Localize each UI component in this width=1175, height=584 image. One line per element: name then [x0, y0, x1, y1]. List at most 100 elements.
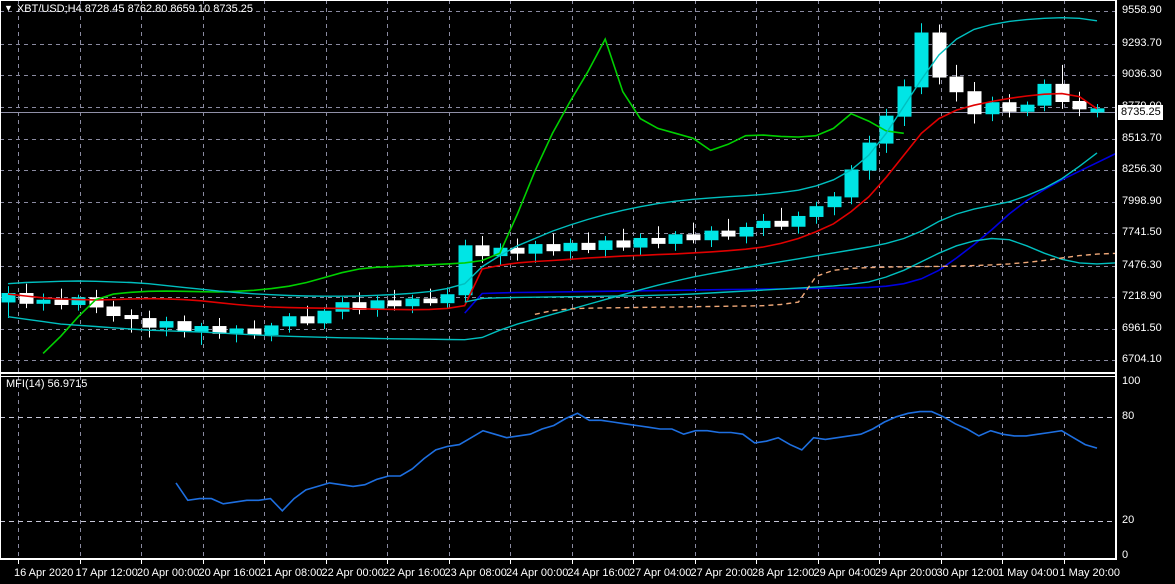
price-chart-svg [0, 0, 1115, 373]
time-axis-tick-mark [879, 560, 880, 564]
mfi-line [175, 410, 1098, 512]
candle-body [528, 244, 543, 254]
candlestick [914, 23, 929, 95]
time-axis-tick-mark [387, 560, 388, 564]
bollinger-upper-band [7, 16, 1098, 297]
candle-body [54, 299, 69, 306]
candle-body [704, 230, 719, 241]
candle-body [739, 226, 754, 237]
time-axis: 16 Apr 2020 17 Apr 12:00 20 Apr 00:00 20 Ap… [0, 560, 1175, 584]
candlestick [370, 295, 385, 317]
moving-average-fast [7, 92, 1098, 311]
time-axis-tick-label: 22 Apr 00:00 [321, 567, 384, 579]
candle-body [651, 237, 666, 244]
candlestick [546, 233, 561, 256]
candlestick [458, 239, 473, 303]
candle-body [229, 328, 244, 334]
candle-body [335, 302, 350, 312]
candlestick [1090, 103, 1105, 118]
candle-body [405, 298, 420, 307]
candle-body [949, 76, 964, 93]
time-axis-tick-mark [940, 560, 942, 564]
candle-body [71, 297, 86, 306]
time-axis-tick-label: 1 May 04:00 [998, 567, 1059, 579]
candlestick [1055, 64, 1070, 109]
price-axis-tick: 7476.30 [1122, 258, 1162, 271]
candle-body [967, 91, 982, 115]
projection-line [534, 252, 1115, 315]
candlestick [212, 317, 227, 339]
candle-body [264, 325, 279, 335]
price-axis-tick: 8256.30 [1122, 163, 1162, 176]
candle-body [282, 316, 297, 327]
candlestick [809, 201, 824, 224]
time-axis-tick-label: 20 Apr 00:00 [137, 567, 200, 579]
time-axis-tick-label: 20 Apr 16:00 [198, 567, 261, 579]
candlestick [721, 218, 736, 240]
mfi-header[interactable]: MFI(14) 56.9715 [6, 378, 87, 390]
mfi-pane-top-border [0, 376, 1115, 377]
candlestick [440, 287, 455, 309]
candle-body [1002, 102, 1017, 112]
candlestick [616, 228, 631, 251]
price-axis-tick: 7741.50 [1122, 226, 1162, 239]
candlestick [528, 240, 543, 263]
time-axis-tick-label: 27 Apr 04:00 [629, 567, 692, 579]
candle-body [616, 240, 631, 248]
candle-body [370, 300, 385, 310]
candlestick [668, 231, 683, 251]
time-axis-tick-label: 1 May 20:00 [1059, 567, 1121, 579]
candle-body [300, 316, 315, 324]
time-axis-tick-mark [817, 560, 819, 564]
price-axis-tick: 6961.50 [1122, 321, 1162, 334]
candlestick [282, 313, 297, 333]
candle-body [633, 237, 648, 248]
candlestick [177, 315, 192, 338]
candlestick [89, 289, 104, 314]
candle-body [194, 326, 209, 332]
time-axis-tick-label: 27 Apr 20:00 [690, 567, 753, 579]
candlestick [949, 64, 964, 102]
candlestick [791, 211, 806, 234]
candlestick [1072, 91, 1087, 117]
time-axis-tick-label: 22 Apr 16:00 [383, 567, 446, 579]
candle-body [89, 297, 104, 308]
candlestick [510, 238, 525, 261]
time-axis-tick-label: 17 Apr 12:00 [75, 567, 138, 579]
mfi-indicator-pane[interactable] [0, 376, 1175, 560]
price-axis-tick: 9558.90 [1122, 4, 1162, 17]
bollinger-mid-band [464, 237, 1115, 303]
mfi-chart-svg [0, 376, 1115, 560]
candle-body [510, 247, 525, 254]
candlestick [686, 222, 701, 244]
candle-body [458, 245, 473, 296]
pane-top-border [0, 0, 1115, 1]
candlestick [704, 226, 719, 248]
symbol-header[interactable]: ▼ XBT/USD;H4 8728.45 8762.80 8659.10 8735… [4, 2, 253, 16]
price-chart-pane[interactable] [0, 0, 1175, 373]
price-axis-border [1115, 0, 1117, 560]
candle-body [142, 318, 157, 328]
time-axis-tick-label: 29 Apr 04:00 [813, 567, 876, 579]
candle-body [124, 315, 139, 320]
price-axis-tick: 7218.90 [1122, 290, 1162, 303]
time-axis-tick-mark [571, 560, 573, 564]
candlestick [827, 192, 842, 216]
candle-body [897, 86, 912, 117]
candle-body [317, 310, 332, 324]
price-axis-tick: 7998.90 [1122, 194, 1162, 207]
time-axis-tick-label: 29 Apr 20:00 [875, 567, 938, 579]
candle-body [177, 321, 192, 332]
mfi-header-text: MFI(14) 56.9715 [6, 378, 88, 390]
candlestick [967, 81, 982, 124]
time-axis-tick-mark [202, 560, 204, 564]
time-axis-tick-label: 16 Apr 2020 [14, 567, 74, 579]
bollinger-lower-band [7, 152, 1098, 341]
chart-left-border [0, 0, 1, 560]
triangle-down-icon[interactable]: ▼ [4, 3, 13, 13]
candlestick [194, 322, 209, 345]
candle-body [756, 220, 771, 228]
candlestick [475, 236, 490, 263]
candle-body [440, 294, 455, 304]
candle-body [914, 32, 929, 88]
